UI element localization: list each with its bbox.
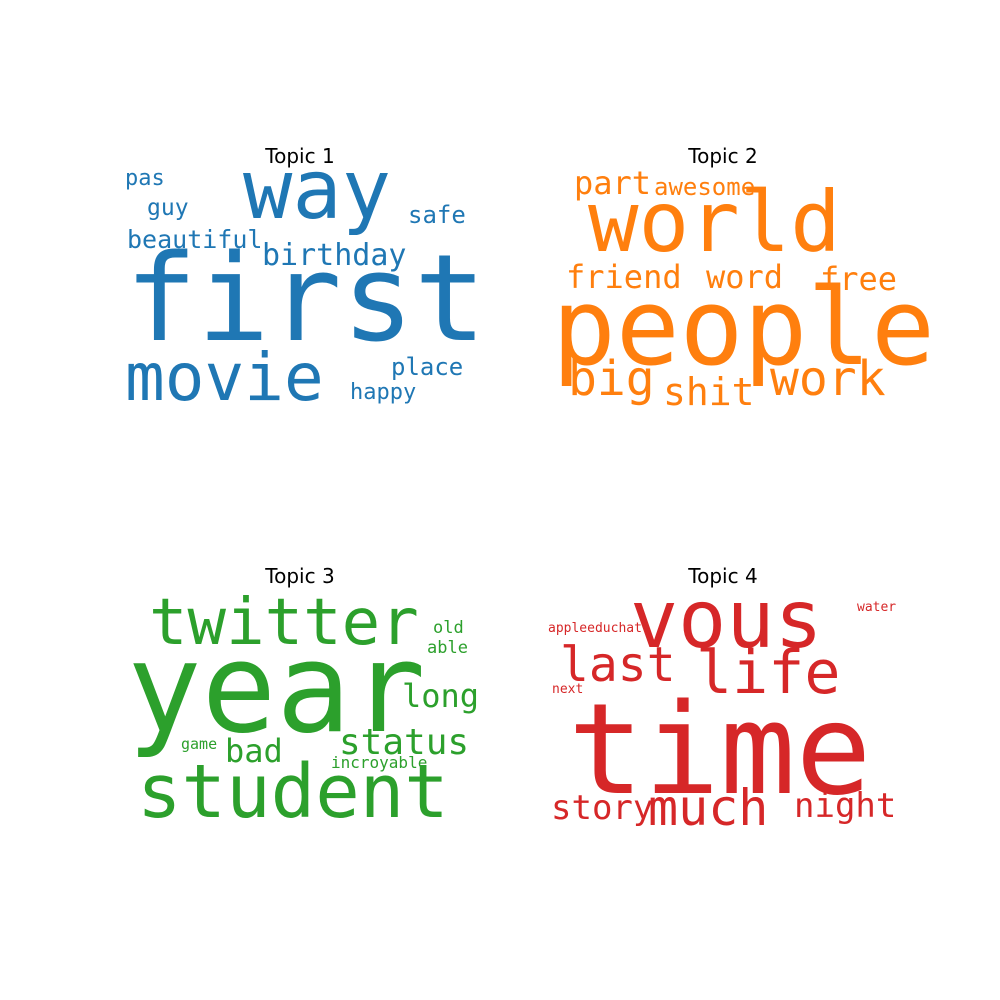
cloud-word: incroyable — [331, 753, 428, 772]
cloud-word: water — [857, 600, 897, 615]
cloud-word: next — [552, 682, 584, 697]
cloud-word: appleeduchat — [548, 621, 642, 636]
cloud-word: time — [568, 676, 872, 823]
cloud-word: vous — [630, 573, 823, 666]
cloud-word: place — [391, 353, 464, 381]
cloud-word: last — [560, 637, 676, 693]
cloud-word: part — [574, 164, 652, 202]
topic-panel-4: Topic 4 time vous life last much night story ap… — [538, 565, 908, 845]
cloud-word: birthday — [262, 238, 407, 273]
cloud-word: big — [568, 351, 655, 407]
cloud-word: old — [433, 618, 464, 638]
cloud-word: safe — [408, 201, 466, 229]
panel-title: Topic 4 — [688, 564, 758, 588]
cloud-word: awesome — [654, 173, 756, 201]
cloud-word: work — [770, 351, 886, 407]
cloud-word: able — [427, 638, 468, 658]
cloud-word: world — [588, 173, 841, 271]
panel-title: Topic 1 — [265, 144, 335, 168]
cloud-word: bad — [225, 732, 283, 770]
cloud-word: people — [552, 266, 935, 389]
cloud-word: status — [339, 722, 470, 763]
cloud-word: free — [820, 260, 898, 298]
cloud-word: twitter — [149, 586, 419, 660]
cloud-word: pas — [125, 166, 165, 191]
cloud-word: much — [648, 779, 769, 837]
panel-title: Topic 2 — [688, 144, 758, 168]
topic-panel-2: Topic 2 people world work big shit friend word… — [538, 144, 935, 425]
cloud-word: year — [127, 617, 426, 761]
cloud-word: night — [794, 786, 897, 826]
cloud-word: first — [125, 230, 487, 369]
cloud-word: game — [181, 735, 218, 753]
cloud-word: happy — [350, 380, 417, 405]
cloud-word: guy — [147, 195, 189, 221]
cloud-word: shit — [663, 370, 755, 414]
cloud-word: movie — [125, 339, 324, 416]
cloud-word: way — [243, 143, 392, 238]
panel-title: Topic 3 — [265, 564, 335, 588]
cloud-word: story — [551, 788, 654, 828]
cloud-word: long — [402, 677, 480, 715]
cloud-word: life — [696, 638, 841, 708]
cloud-word: friend — [566, 258, 682, 296]
topic-panel-3: Topic 3 year student twitter status long bad o… — [115, 565, 485, 845]
cloud-word: beautiful — [127, 225, 263, 254]
topic-panel-1: Topic 1 first way movie birthday beautiful sa… — [115, 143, 487, 425]
cloud-word: word — [706, 258, 784, 296]
cloud-word: student — [137, 749, 449, 835]
